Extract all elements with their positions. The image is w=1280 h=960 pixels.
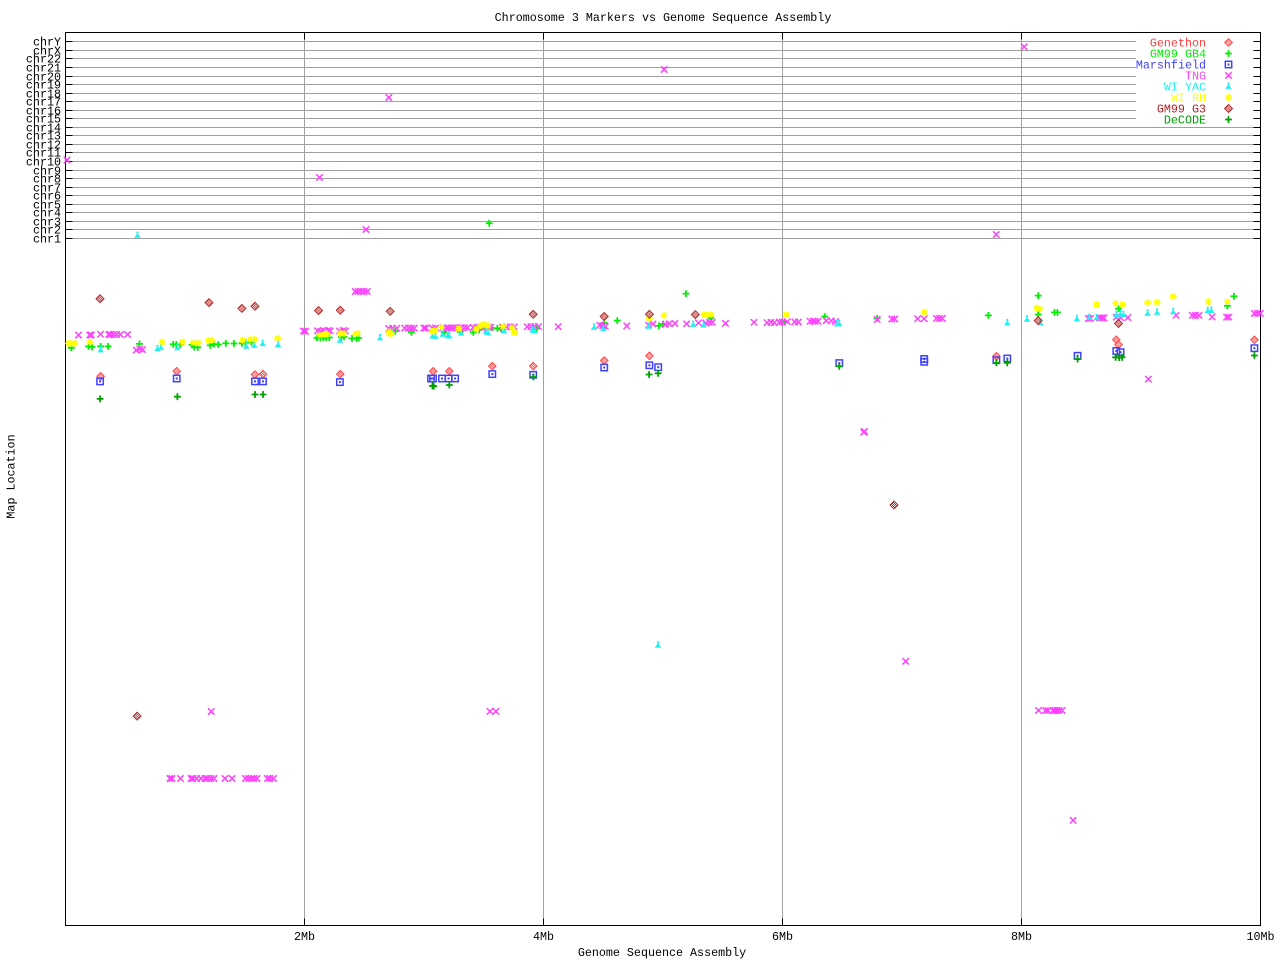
svg-text:GM99 GB4: GM99 GB4 — [1150, 48, 1206, 62]
svg-text:chr14: chr14 — [26, 122, 61, 136]
svg-text:2Mb: 2Mb — [294, 930, 315, 944]
svg-text:chr13: chr13 — [26, 130, 61, 144]
svg-text:GM99 G3: GM99 G3 — [1157, 103, 1206, 117]
svg-text:chr20: chr20 — [26, 71, 61, 85]
svg-text:WI RH: WI RH — [1171, 92, 1206, 106]
svg-text:chr17: chr17 — [26, 96, 61, 110]
svg-text:chr22: chr22 — [26, 53, 61, 67]
svg-text:chr6: chr6 — [33, 190, 61, 204]
svg-text:chr8: chr8 — [33, 173, 61, 187]
svg-text:chr10: chr10 — [26, 156, 61, 170]
svg-text:Genome Sequence Assembly: Genome Sequence Assembly — [578, 946, 746, 960]
svg-text:DeCODE: DeCODE — [1164, 114, 1206, 128]
svg-text:chr18: chr18 — [26, 88, 61, 102]
svg-text:chr2: chr2 — [33, 224, 61, 238]
svg-text:Marshfield: Marshfield — [1136, 59, 1206, 73]
svg-text:6Mb: 6Mb — [772, 930, 793, 944]
svg-text:10Mb: 10Mb — [1246, 930, 1274, 944]
svg-text:8Mb: 8Mb — [1011, 930, 1032, 944]
svg-text:chr15: chr15 — [26, 113, 61, 127]
svg-text:chr5: chr5 — [33, 199, 61, 213]
svg-text:chr11: chr11 — [26, 147, 61, 161]
svg-text:chr21: chr21 — [26, 62, 61, 76]
svg-text:TNG: TNG — [1185, 70, 1206, 84]
svg-text:4Mb: 4Mb — [533, 930, 554, 944]
svg-text:chrX: chrX — [33, 45, 61, 59]
svg-text:chr4: chr4 — [33, 207, 61, 221]
svg-text:chr9: chr9 — [33, 165, 61, 179]
svg-text:Chromosome 3 Markers vs Genome: Chromosome 3 Markers vs Genome Sequence … — [495, 11, 832, 25]
svg-text:chrY: chrY — [33, 36, 61, 50]
svg-text:Genethon: Genethon — [1150, 37, 1206, 51]
svg-text:Map Location: Map Location — [5, 434, 19, 518]
svg-text:chr16: chr16 — [26, 105, 61, 119]
svg-text:WI YAC: WI YAC — [1164, 81, 1206, 95]
svg-text:chr3: chr3 — [33, 216, 61, 230]
svg-text:chr7: chr7 — [33, 182, 61, 196]
svg-text:chr1: chr1 — [33, 233, 61, 247]
svg-text:chr12: chr12 — [26, 139, 61, 153]
svg-text:chr19: chr19 — [26, 79, 61, 93]
